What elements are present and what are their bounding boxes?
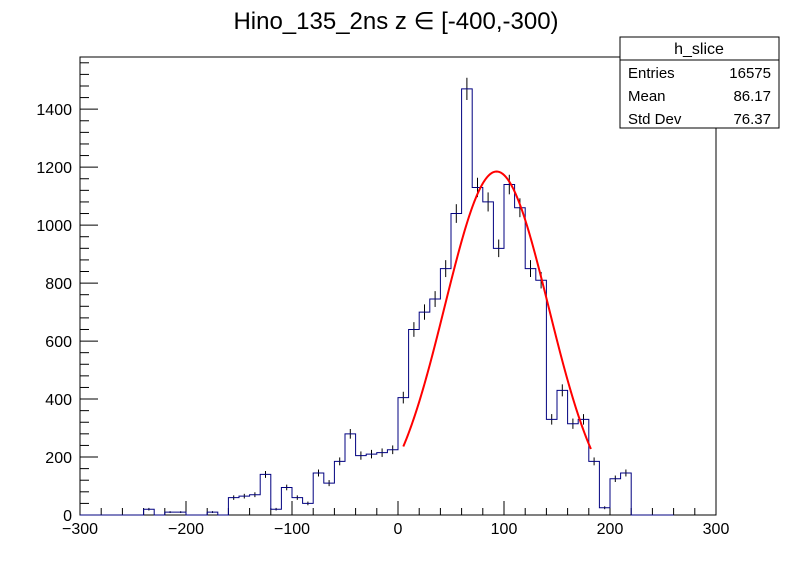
y-tick-label: 200 [45, 450, 72, 467]
y-axis: 0 200 400 600 800 1000 1200 1400 [36, 62, 98, 525]
stats-stddev-value: 76.37 [733, 111, 771, 128]
x-axis: −300 −200 −100 0 100 200 300 [62, 501, 729, 538]
stats-stddev-label: Std Dev [628, 111, 682, 128]
y-tick-label: 0 [63, 508, 72, 525]
y-tick-label: 1400 [36, 102, 72, 119]
x-tick-label: 200 [597, 521, 624, 538]
x-tick-label: −200 [168, 521, 204, 538]
y-tick-label: 1200 [36, 160, 72, 177]
stats-box: h_slice Entries 16575 Mean 86.17 Std Dev… [619, 36, 780, 129]
x-tick-label: 100 [491, 521, 518, 538]
x-tick-label: 300 [703, 521, 730, 538]
chart-title: Hino_135_2ns z ∈ [-400,-300) [233, 8, 558, 35]
stats-entries-value: 16575 [729, 65, 771, 82]
x-tick-label: 0 [394, 521, 403, 538]
stats-mean-value: 86.17 [733, 88, 771, 105]
x-tick-label: −300 [62, 521, 98, 538]
y-tick-label: 1000 [36, 218, 72, 235]
error-bars [80, 77, 674, 516]
stats-entries-label: Entries [628, 65, 675, 82]
stats-box-title: h_slice [674, 41, 724, 58]
gaussian-fit-curve [402, 170, 592, 450]
stats-mean-label: Mean [628, 88, 666, 105]
y-tick-label: 800 [45, 276, 72, 293]
stats-box-frame [619, 36, 780, 129]
histogram-series [80, 88, 674, 516]
x-tick-label: −100 [274, 521, 310, 538]
y-tick-label: 600 [45, 334, 72, 351]
y-tick-label: 400 [45, 392, 72, 409]
